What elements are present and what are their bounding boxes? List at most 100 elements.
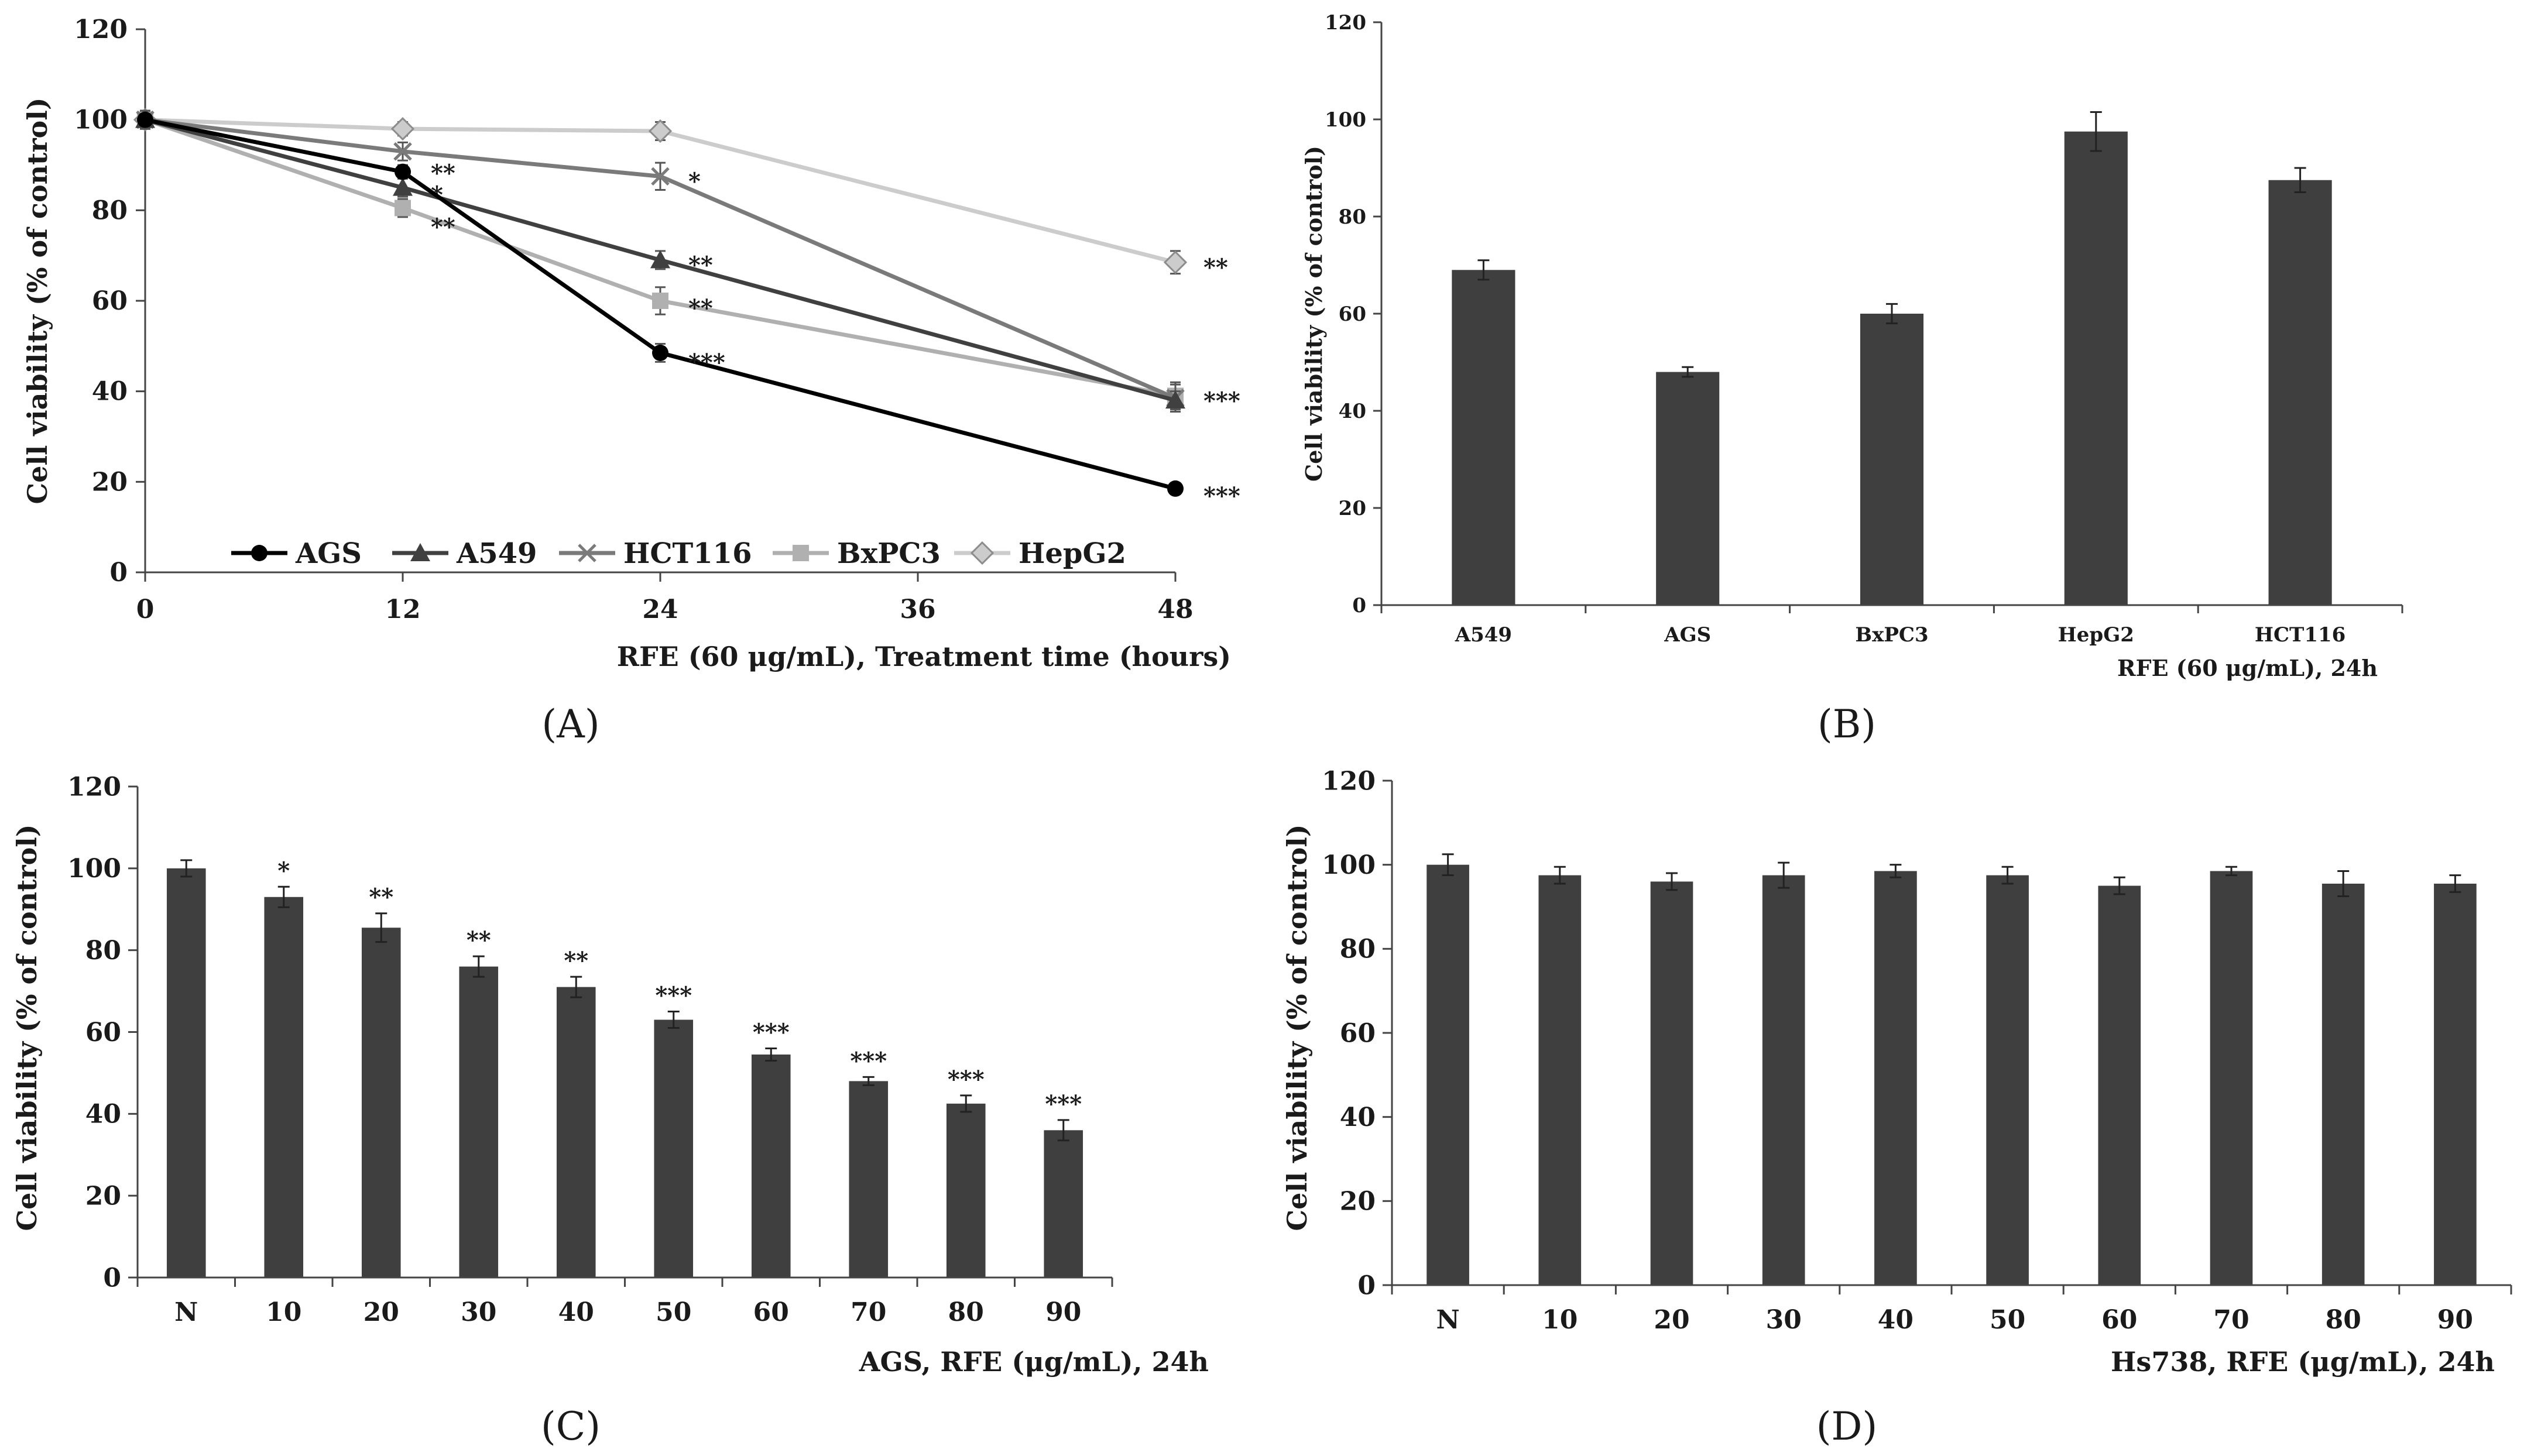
panel-d-bar-chart: 0 20 40 60 80 100 120 N 10 20 30 40 50 60 70 80 90 Hs738,…	[1281, 766, 2512, 1378]
y-tick-label: 0	[1352, 594, 1366, 617]
significance-label: ***	[1203, 387, 1240, 414]
marker-ags-0	[137, 111, 153, 128]
marker-hct116-12	[393, 142, 412, 161]
series-line-hct116	[145, 118, 1177, 400]
panel-label-b: (B)	[1818, 702, 1876, 747]
bar-c-70	[849, 1081, 889, 1278]
y-tick-label: 20	[92, 467, 128, 497]
x-tick-label: 50	[656, 1297, 691, 1327]
legend-label-bxpc3: BxPC3	[837, 537, 941, 570]
y-tick-label: 60	[1339, 303, 1366, 326]
x-tick-label: A549	[1455, 623, 1512, 647]
y-tick-label: 120	[1322, 766, 1376, 796]
x-tick-label: 50	[1990, 1305, 2025, 1335]
bar-c-50	[654, 1019, 694, 1278]
significance-label: **	[431, 160, 455, 187]
y-tick-label: 0	[1357, 1270, 1376, 1300]
x-tick-label: 80	[2326, 1305, 2361, 1335]
x-tick-label: 70	[851, 1297, 886, 1327]
y-tick-label: 0	[103, 1263, 121, 1293]
significance-label: ***	[753, 1018, 790, 1046]
bar-d-60	[2098, 885, 2141, 1285]
bar-d-50	[1986, 875, 2029, 1285]
panel-label-d: (D)	[1816, 1404, 1877, 1449]
significance-label: *	[688, 167, 701, 195]
bar-d-20	[1650, 881, 1693, 1285]
x-tick-label: 20	[1654, 1305, 1689, 1335]
bar-b-HCT116	[2268, 180, 2332, 605]
x-tick-label: 20	[364, 1297, 399, 1327]
significance-label: **	[1203, 253, 1228, 281]
significance-label: ***	[850, 1047, 887, 1074]
marker-a549-24	[650, 250, 670, 269]
bar-c-10	[264, 897, 304, 1278]
series-line-hepg2	[145, 118, 1176, 265]
bar-b-BxPC3	[1860, 314, 1924, 605]
significance-label: **	[369, 884, 393, 911]
x-tick-label: 12	[385, 595, 420, 624]
x-tick-label: 10	[1542, 1305, 1578, 1335]
x-axis-label: RFE (60 μg/mL), 24h	[2117, 655, 2378, 681]
x-tick-label: 60	[2101, 1305, 2137, 1335]
x-tick-label: 30	[461, 1297, 496, 1327]
y-tick-label: 40	[1339, 400, 1366, 423]
bar-c-30	[459, 966, 499, 1278]
bar-d-30	[1762, 875, 1805, 1285]
significance-label: **	[564, 947, 588, 974]
panel-label-a: (A)	[541, 702, 599, 747]
y-tick-label: 80	[85, 936, 121, 966]
bar-d-40	[1874, 871, 1917, 1285]
x-tick-label: HCT116	[2255, 623, 2345, 647]
y-tick-label: 60	[85, 1018, 121, 1048]
marker-hct116-24	[651, 167, 670, 186]
significance-label: **	[467, 926, 491, 954]
x-tick-label: 90	[1045, 1297, 1081, 1327]
y-axis-label: Cell viability (% of control)	[1301, 146, 1327, 482]
bar-c-20	[361, 928, 401, 1278]
y-tick-label: 100	[67, 854, 121, 884]
x-tick-label: 90	[2437, 1305, 2473, 1335]
significance-label: ***	[1045, 1090, 1082, 1118]
significance-label: **	[688, 251, 713, 279]
y-tick-label: 120	[67, 772, 121, 802]
x-tick-label: 40	[1878, 1305, 1914, 1335]
y-tick-label: 60	[92, 286, 128, 316]
bar-d-90	[2434, 883, 2477, 1285]
y-tick-label: 120	[1325, 11, 1366, 35]
marker-hepg2-12	[390, 117, 415, 141]
x-tick-label: 60	[753, 1297, 789, 1327]
bar-d-10	[1538, 875, 1582, 1285]
bar-c-90	[1044, 1130, 1083, 1278]
bar-d-70	[2210, 871, 2253, 1285]
y-tick-label: 80	[92, 195, 128, 225]
x-tick-label: AGS	[1664, 623, 1711, 647]
marker-bxpc3-24	[652, 293, 668, 309]
marker-ags-24	[652, 344, 668, 361]
bar-c-60	[751, 1054, 791, 1278]
legend-marker-hct116	[578, 544, 596, 562]
legend-marker-hepg2	[970, 541, 995, 565]
bar-c-80	[946, 1103, 986, 1278]
x-axis-label: AGS, RFE (μg/mL), 24h	[859, 1346, 1209, 1378]
x-tick-label: 70	[2213, 1305, 2249, 1335]
x-axis-label: RFE (60 μg/mL), Treatment time (hours)	[617, 641, 1231, 672]
legend-marker-ags	[251, 545, 268, 561]
legend-marker-a549	[410, 543, 430, 561]
y-tick-label: 100	[74, 105, 128, 135]
panel-b-bar-chart: 0 20 40 60 80 100 120 A549 AGS BxPC3 HepG2 HCT116 RF…	[1301, 11, 2403, 681]
y-tick-label: 20	[1339, 497, 1366, 520]
x-tick-label: HepG2	[2058, 623, 2134, 647]
y-axis-label: Cell viability (% of control)	[22, 98, 53, 504]
series-line-ags	[145, 118, 1176, 491]
bar-b-HepG2	[2064, 131, 2128, 605]
significance-label: ***	[948, 1066, 985, 1093]
marker-ags-48	[1167, 480, 1184, 497]
y-tick-label: 100	[1325, 108, 1366, 132]
marker-a549-12	[393, 177, 413, 196]
legend-label-ags: AGS	[295, 537, 362, 570]
legend-marker-bxpc3	[793, 545, 809, 561]
marker-ags-12	[395, 163, 411, 180]
significance-label: **	[431, 213, 455, 241]
y-axis-label: Cell viability (% of control)	[11, 825, 43, 1231]
